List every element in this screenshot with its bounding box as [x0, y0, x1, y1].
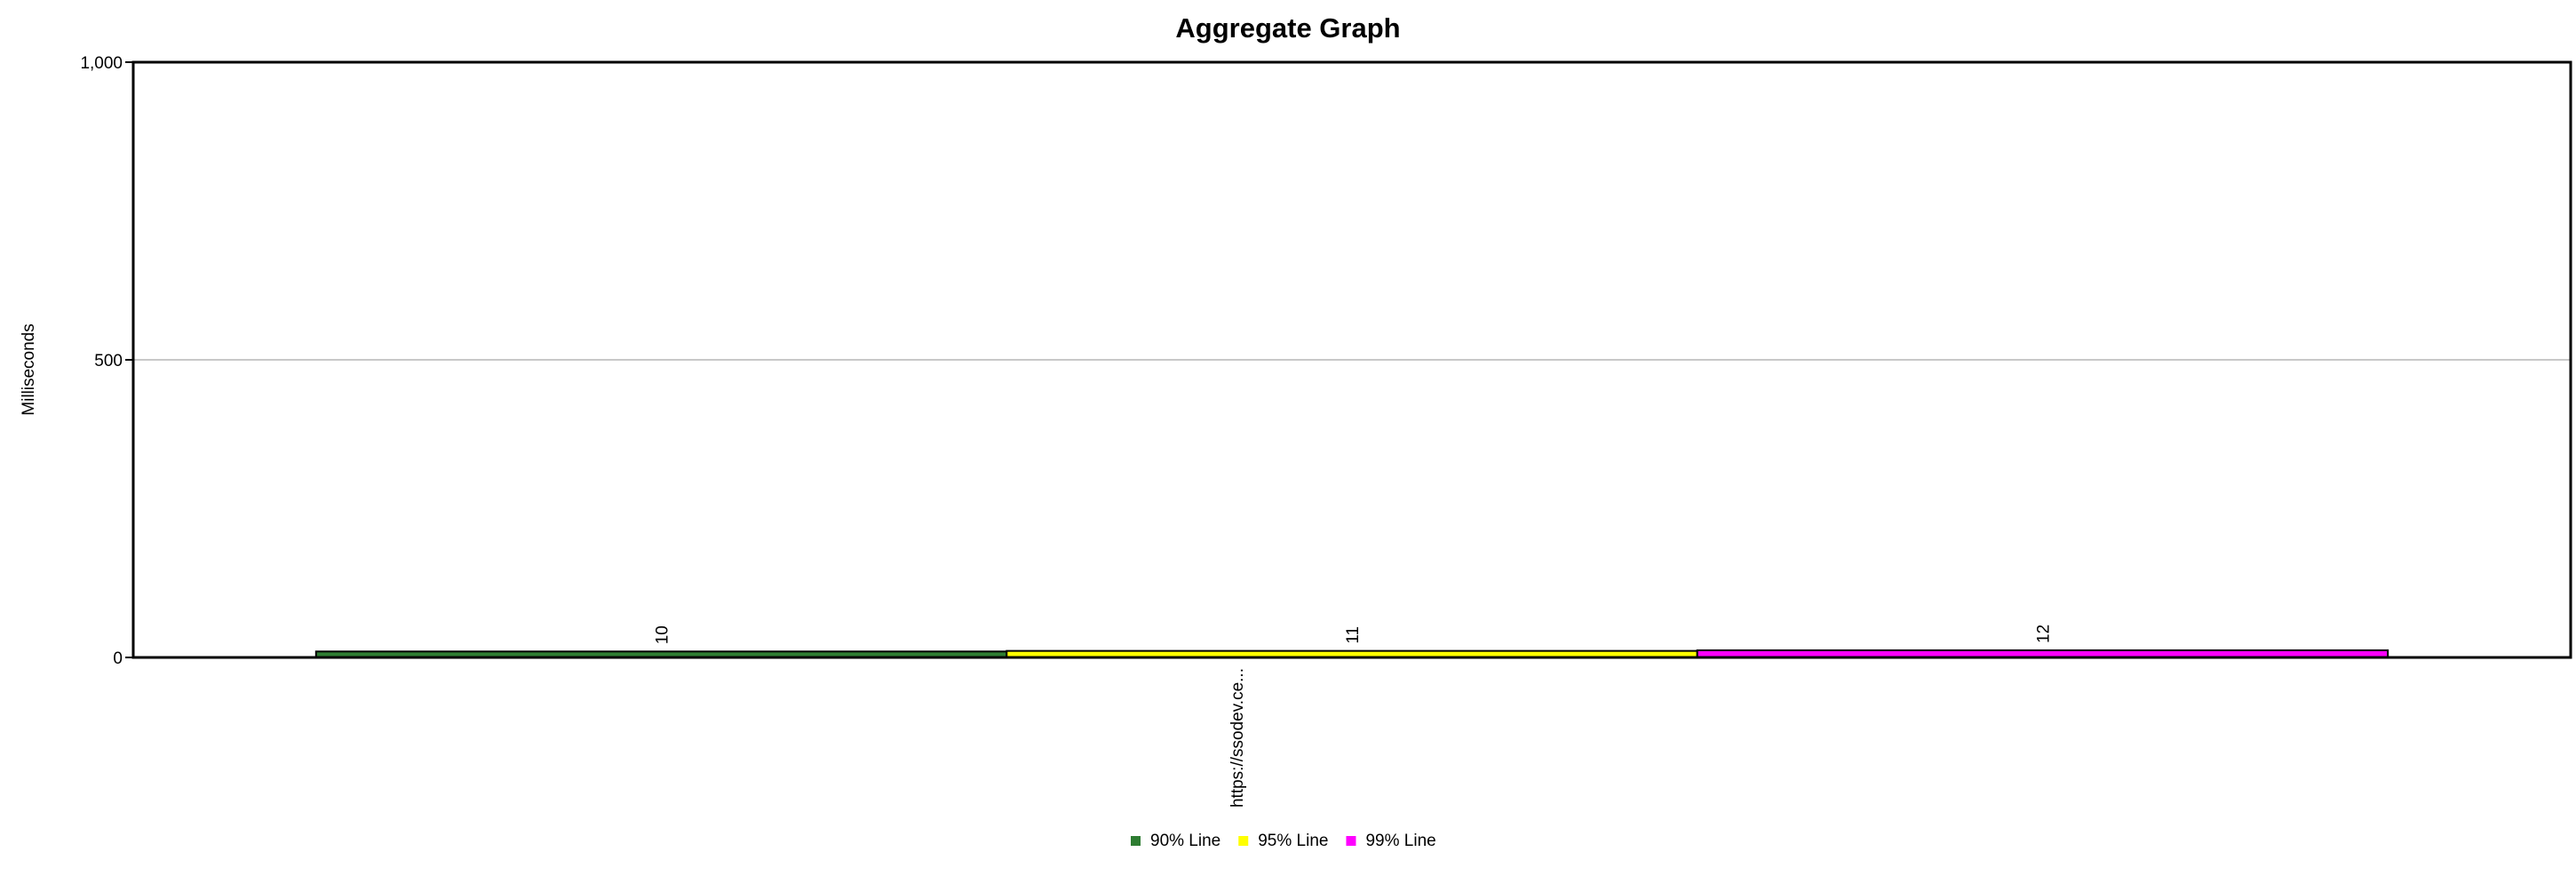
y-tick-label-0: 0 — [113, 649, 123, 668]
legend-label-2: 99% Line — [1365, 832, 1435, 850]
y-axis-label: Milliseconds — [20, 323, 38, 415]
x-category-label-0: https://ssodev.ce... — [1228, 668, 1247, 808]
data-label-99-line-0: 12 — [2034, 625, 2053, 643]
y-axis-ticks: 0 500 1,000 — [80, 54, 133, 668]
legend-swatch-1 — [1238, 836, 1249, 846]
y-tick-label-2: 1,000 — [80, 54, 123, 73]
y-tick-label-1: 500 — [94, 352, 123, 370]
chart-legend: 90% Line 95% Line 99% Line — [1131, 832, 1436, 850]
chart-title: Aggregate Graph — [1175, 12, 1400, 44]
data-label-90-line-0: 10 — [654, 625, 672, 644]
legend-label-0: 90% Line — [1150, 832, 1220, 850]
plot-area-frame — [131, 60, 2572, 659]
legend-swatch-2 — [1346, 836, 1356, 846]
legend-swatch-0 — [1131, 836, 1141, 846]
legend-label-1: 95% Line — [1258, 832, 1328, 850]
x-axis-ticks: https://ssodev.ce... — [1228, 668, 1247, 808]
data-label-95-line-0: 11 — [1344, 626, 1363, 644]
data-labels: 10 11 12 — [654, 625, 2054, 644]
